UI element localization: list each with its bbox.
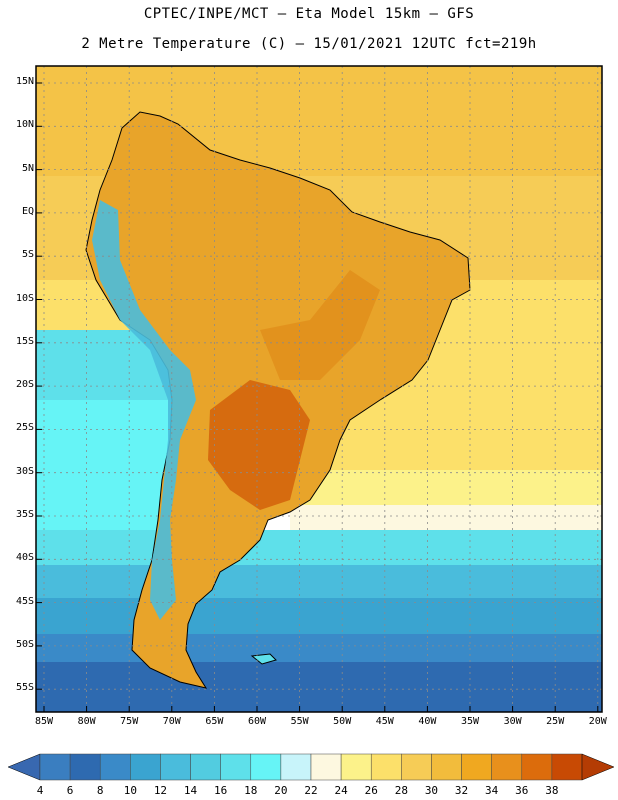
- lon-label: 80W: [77, 716, 96, 727]
- colorbar-tick-label: 6: [66, 784, 74, 797]
- lat-label: 15N: [15, 76, 34, 87]
- colorbar-tick-label: 32: [454, 784, 469, 797]
- colorbar-tick-label: 36: [515, 784, 529, 797]
- lon-label: 60W: [247, 716, 267, 727]
- lon-label: 75W: [120, 716, 139, 727]
- lon-label: 65W: [205, 716, 224, 727]
- colorbar-high-arrow: [581, 753, 615, 781]
- hot-core-chaco: [208, 380, 310, 510]
- lon-label: 20W: [588, 716, 607, 727]
- colorbar-tick-label: 18: [244, 784, 258, 797]
- graticule: [36, 66, 602, 712]
- colorbar-swatch: [340, 753, 372, 781]
- colorbar-tick-label: 34: [485, 784, 499, 797]
- colorbar-swatch: [220, 753, 252, 781]
- lat-label: 5N: [21, 162, 34, 174]
- colorbar-tick-label: 30: [424, 784, 439, 797]
- colorbar-swatch: [130, 753, 161, 781]
- colorbar-swatch: [461, 753, 492, 781]
- lat-label: 10S: [15, 292, 34, 304]
- colorbar-swatch: [99, 753, 131, 781]
- lat-label: 25S: [15, 422, 34, 434]
- colorbar-swatch: [280, 753, 312, 781]
- band-12c: [36, 565, 602, 600]
- colorbar-tick-label: 38: [545, 784, 559, 797]
- map-title: CPTEC/INPE/MCT – Eta Model 15km – GFS: [143, 6, 475, 22]
- band-10c: [36, 598, 602, 636]
- colorbar-tick-label: 12: [153, 784, 168, 797]
- colorbar-tick-label: 28: [394, 784, 408, 797]
- band-8c: [36, 634, 602, 664]
- band-22c: [290, 470, 602, 510]
- lon-label: 40W: [418, 716, 437, 727]
- lat-label: 45S: [15, 595, 34, 607]
- colorbar-swatch: [39, 753, 71, 781]
- colorbar-swatch: [401, 753, 432, 781]
- colorbar-low-arrow: [7, 753, 41, 781]
- colorbar-tick-label: 10: [123, 784, 137, 797]
- lat-label: 50S: [15, 638, 34, 650]
- colorbar-swatch: [190, 753, 221, 781]
- map-frame: [35, 65, 603, 713]
- colorbar-tick-label: 24: [334, 784, 348, 797]
- lon-label: 25W: [546, 716, 565, 727]
- band-16c: [36, 530, 602, 570]
- lat-label: EQ: [21, 205, 34, 217]
- colorbar-tick-label: 4: [36, 784, 44, 797]
- lon-label: 45W: [375, 716, 394, 727]
- lon-label: 70W: [162, 716, 181, 727]
- colorbar-tick-label: 26: [364, 784, 378, 797]
- lat-label: 5S: [21, 249, 34, 261]
- colorbar-tick-label: 8: [96, 784, 104, 797]
- colorbar-swatch: [370, 753, 402, 781]
- lon-label: 50W: [333, 716, 352, 727]
- colorbar-swatch: [69, 753, 101, 781]
- falkland-islands: [250, 653, 277, 665]
- lat-label: 10N: [15, 119, 34, 131]
- lat-label: 55S: [15, 682, 34, 694]
- colorbar-swatch: [551, 753, 583, 781]
- colorbar-tick-label: 22: [304, 784, 318, 797]
- colorbar-tick-label: 20: [274, 784, 288, 797]
- lat-label: 15S: [15, 335, 34, 347]
- band-6c: [36, 662, 602, 712]
- colorbar-tick-label: 14: [183, 784, 198, 797]
- colorbar-swatch: [491, 753, 523, 781]
- lon-label: 30W: [503, 716, 522, 727]
- lon-label: 35W: [460, 716, 480, 727]
- lat-label: 35S: [15, 509, 34, 520]
- colorbar-swatch: [310, 753, 342, 781]
- axis-ticks: [36, 82, 599, 712]
- lat-label: 40S: [15, 552, 34, 564]
- lat-label: 30S: [15, 465, 34, 477]
- warm-core-central: [260, 270, 380, 380]
- map-subtitle: 2 Metre Temperature (C) – 15/01/2021 12U…: [81, 36, 537, 52]
- lon-label: 85W: [34, 716, 54, 727]
- lat-label: 20S: [15, 379, 34, 391]
- colorbar-swatch: [160, 753, 191, 781]
- colorbar-tick-label: 16: [214, 784, 228, 797]
- colorbar-swatch: [431, 753, 462, 781]
- colorbar-swatch: [250, 753, 282, 781]
- lon-label: 55W: [290, 716, 309, 727]
- colorbar: [7, 753, 615, 781]
- andes-cold-strip: [92, 200, 196, 620]
- colorbar-swatch: [521, 753, 553, 781]
